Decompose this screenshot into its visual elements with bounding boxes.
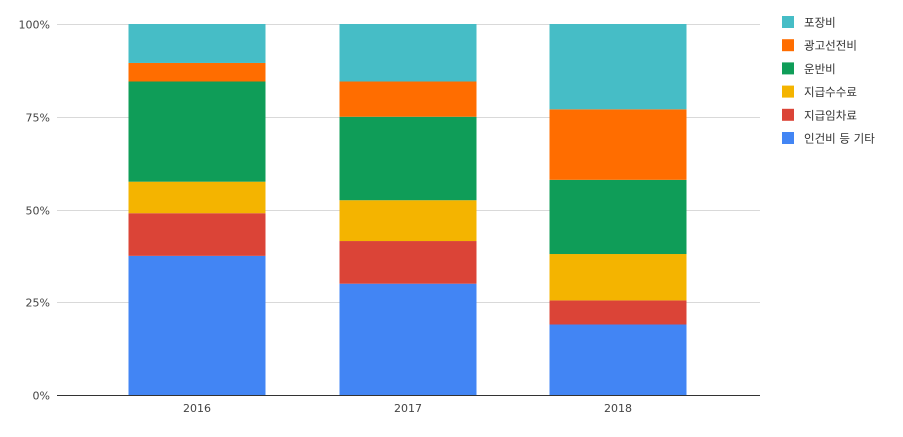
y-tick-label: 75%: [26, 112, 50, 125]
legend-swatch: [782, 16, 794, 28]
legend-label: 지급임차료: [804, 108, 857, 122]
y-tick-label: 100%: [19, 19, 50, 32]
bar-segment[interactable]: [549, 179, 687, 255]
legend-item[interactable]: 지급임차료: [782, 108, 857, 122]
legend-swatch: [782, 62, 794, 75]
x-axis-tick-labels: 2016 2017 2018: [183, 402, 632, 415]
bar-segment[interactable]: [128, 81, 266, 182]
legend-swatch: [782, 108, 794, 121]
bar-segment[interactable]: [128, 181, 266, 214]
bar-segment[interactable]: [128, 62, 266, 82]
bar-segment[interactable]: [339, 241, 477, 284]
legend-label: 운반비: [804, 62, 836, 76]
bar-segment[interactable]: [549, 24, 687, 110]
x-tick-label: 2018: [604, 402, 632, 415]
y-tick-label: 25%: [26, 297, 50, 310]
bar-segment[interactable]: [339, 116, 477, 201]
bar-segment[interactable]: [339, 24, 477, 82]
bar-segment[interactable]: [549, 300, 687, 325]
bar-segment[interactable]: [549, 254, 687, 301]
y-tick-label: 0%: [33, 390, 50, 403]
legend-swatch: [782, 39, 794, 52]
bar-segment[interactable]: [339, 283, 477, 395]
y-tick-label: 50%: [26, 205, 50, 218]
x-tick-label: 2016: [183, 402, 211, 415]
y-axis-tick-labels: 0% 25% 50% 75% 100%: [19, 19, 50, 403]
legend-swatch: [782, 132, 794, 144]
legend-label: 지급수수료: [804, 85, 857, 99]
bar-segment[interactable]: [128, 255, 266, 395]
legend-item[interactable]: 운반비: [782, 62, 836, 76]
legend-label: 포장비: [804, 16, 836, 30]
legend-item[interactable]: 인건비 등 기타: [782, 132, 875, 146]
legend-label: 인건비 등 기타: [804, 132, 875, 146]
bar-segment[interactable]: [549, 324, 687, 395]
bars: [128, 24, 687, 395]
bar-segment[interactable]: [339, 81, 477, 117]
bar-segment[interactable]: [549, 109, 687, 180]
legend-label: 광고선전비: [804, 39, 857, 53]
legend-item[interactable]: 포장비: [782, 16, 836, 30]
bar-segment[interactable]: [339, 200, 477, 242]
bar-segment[interactable]: [128, 24, 266, 63]
legend-swatch: [782, 85, 794, 98]
x-tick-label: 2017: [394, 402, 422, 415]
legend-item[interactable]: 지급수수료: [782, 85, 857, 99]
bar-segment[interactable]: [128, 213, 266, 256]
legend-item[interactable]: 광고선전비: [782, 39, 857, 53]
